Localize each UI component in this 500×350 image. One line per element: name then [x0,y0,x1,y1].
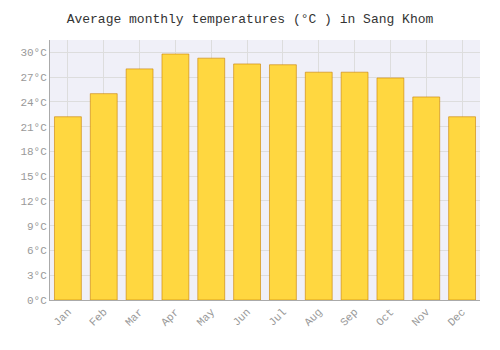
svg-text:18°C: 18°C [20,146,47,158]
svg-text:Apr: Apr [159,306,181,328]
svg-text:May: May [195,306,218,329]
svg-text:30°C: 30°C [20,47,47,59]
svg-text:Oct: Oct [374,306,396,328]
svg-text:Dec: Dec [446,306,468,328]
svg-text:3°C: 3°C [27,270,47,282]
svg-text:21°C: 21°C [20,122,47,134]
svg-text:Average monthly temperatures (: Average monthly temperatures (°C ) in Sa… [67,12,434,27]
svg-text:12°C: 12°C [20,196,47,208]
svg-text:Jun: Jun [231,306,253,328]
svg-text:Nov: Nov [410,306,433,329]
svg-text:Sep: Sep [338,306,360,328]
svg-text:15°C: 15°C [20,171,47,183]
svg-text:6°C: 6°C [27,245,47,257]
svg-text:Jan: Jan [51,306,73,328]
svg-text:Aug: Aug [302,306,324,328]
svg-text:Feb: Feb [87,306,109,328]
svg-text:Mar: Mar [123,306,145,328]
svg-text:9°C: 9°C [27,221,47,233]
svg-text:Jul: Jul [266,306,288,328]
svg-text:27°C: 27°C [20,72,47,84]
svg-text:24°C: 24°C [20,97,47,109]
svg-text:0°C: 0°C [27,295,47,307]
